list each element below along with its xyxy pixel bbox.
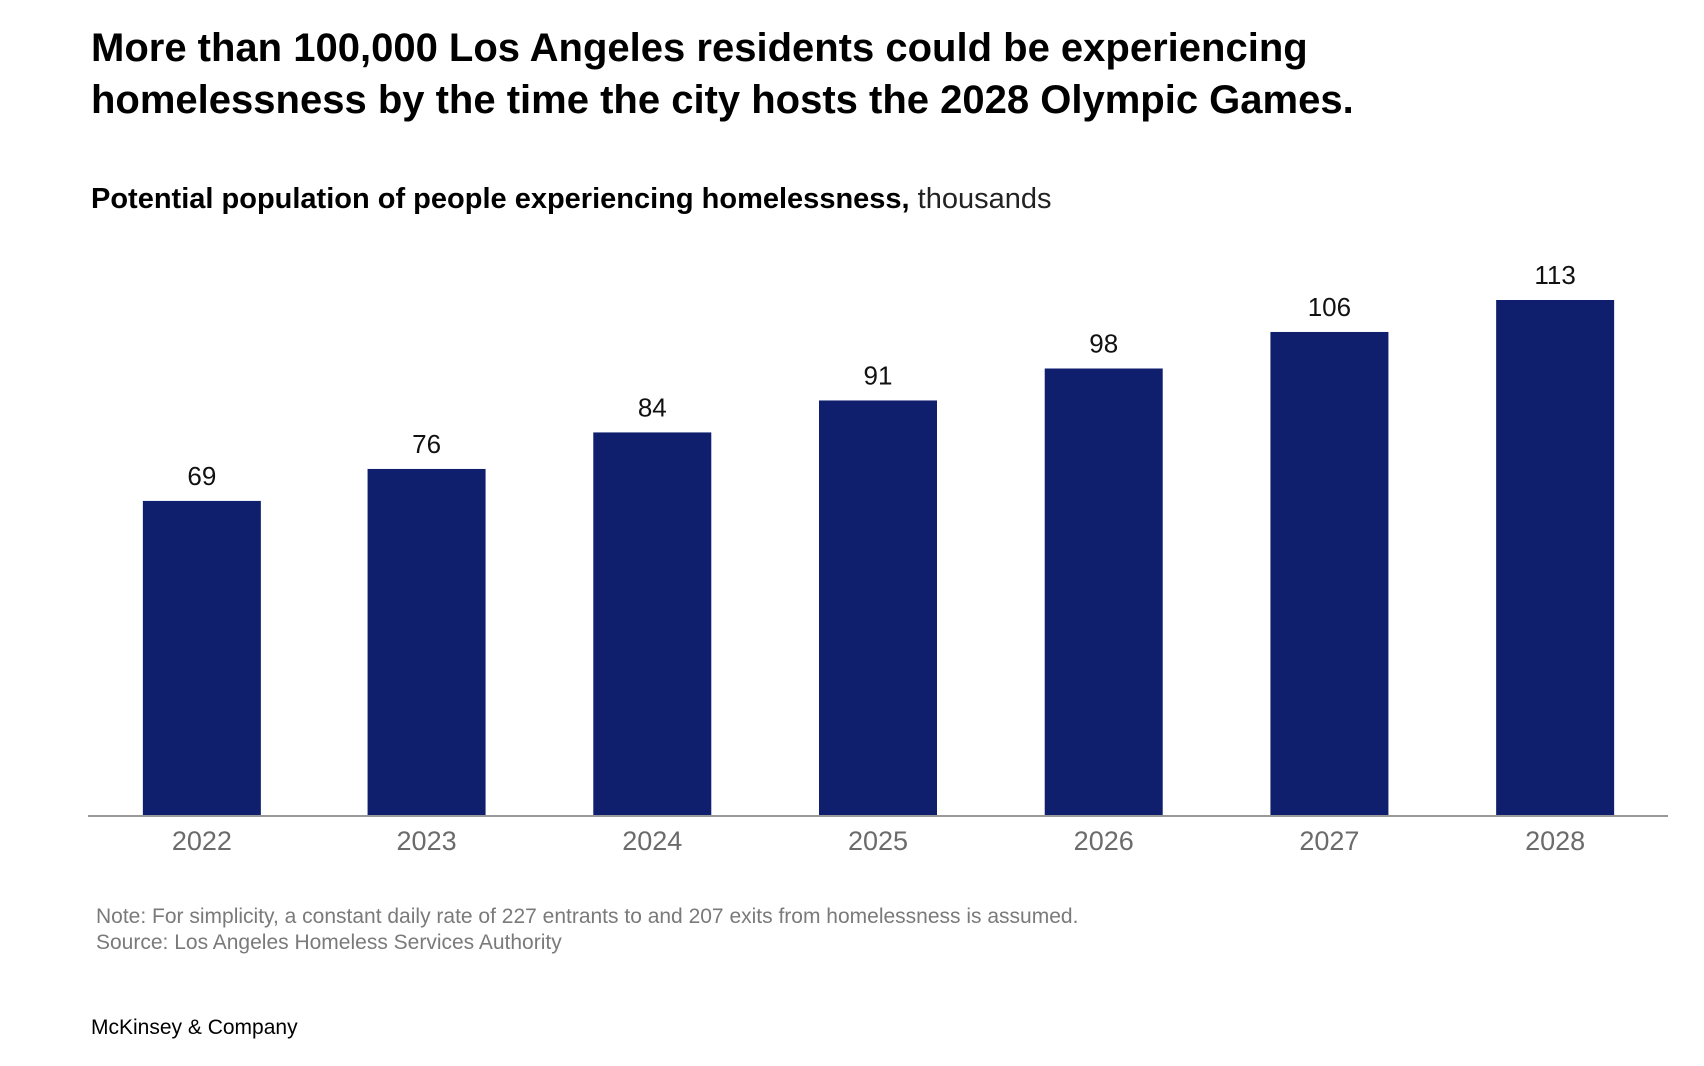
x-tick-label-2022: 2022: [172, 826, 232, 856]
bar-2027: [1270, 331, 1389, 816]
x-tick-label-2023: 2023: [397, 826, 457, 856]
bar-2023: [367, 468, 486, 816]
footnote: Note: For simplicity, a constant daily r…: [96, 904, 1078, 956]
bar-chart: 69 2022 76 2023 84 2024 91 2025 98 2026 106 2027 113…: [88, 260, 1668, 856]
x-tick-label-2025: 2025: [848, 826, 908, 856]
bar-2024: [593, 432, 712, 816]
chart-subtitle: Potential population of people experienc…: [91, 180, 1052, 218]
data-label-2024: 84: [638, 392, 667, 422]
brand-logo-text: McKinsey & Company: [91, 1016, 298, 1039]
bar-2028: [1496, 300, 1615, 816]
data-label-2028: 113: [1534, 260, 1575, 290]
data-label-2023: 76: [412, 429, 441, 459]
x-tick-label-2028: 2028: [1525, 826, 1585, 856]
chart-title: More than 100,000 Los Angeles residents …: [91, 22, 1631, 126]
bar-2025: [819, 400, 937, 816]
x-tick-label-2026: 2026: [1074, 826, 1134, 856]
x-tick-label-2024: 2024: [622, 826, 682, 856]
bar-2022: [142, 500, 261, 816]
data-label-2026: 98: [1089, 328, 1118, 358]
source-text: Source: Los Angeles Homeless Services Au…: [96, 931, 562, 954]
chart-title-line1: More than 100,000 Los Angeles residents …: [91, 26, 1308, 70]
chart-subtitle-main: Potential population of people experienc…: [91, 183, 910, 215]
chart-title-line2: homelessness by the time the city hosts …: [91, 78, 1354, 122]
data-label-2027: 106: [1308, 292, 1351, 322]
note-text: Note: For simplicity, a constant daily r…: [96, 905, 1079, 928]
bar-2026: [1044, 368, 1163, 816]
x-tick-label-2027: 2027: [1299, 826, 1359, 856]
data-label-2025: 91: [864, 360, 893, 390]
data-label-2022: 69: [187, 461, 216, 491]
chart-subtitle-unit: thousands: [909, 183, 1052, 215]
